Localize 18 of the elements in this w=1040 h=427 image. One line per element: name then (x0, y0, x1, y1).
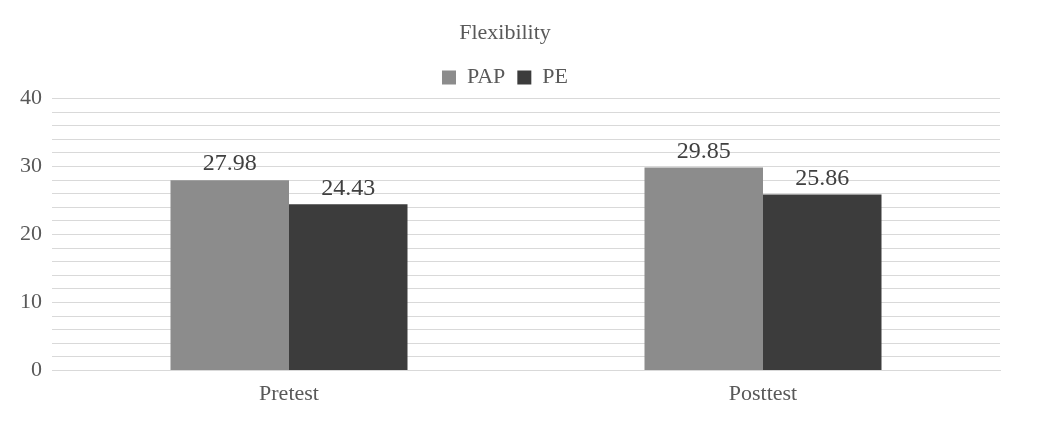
data-label: 24.43 (321, 173, 376, 200)
legend-label: PAP (466, 63, 506, 89)
y-tick-label: 40 (20, 84, 42, 110)
bar (763, 194, 882, 371)
x-tick-label: Pretest (259, 379, 319, 405)
y-tick-label: 20 (20, 220, 42, 246)
bar (644, 167, 763, 371)
y-tick-label: 30 (20, 152, 42, 178)
chart-title: Flexibility (459, 18, 551, 44)
legend-label: PE (542, 63, 569, 89)
data-label: 27.98 (202, 149, 257, 176)
data-label: 29.85 (676, 136, 731, 163)
y-tick-label: 10 (20, 288, 42, 314)
data-label: 25.86 (795, 163, 850, 190)
bar (170, 180, 289, 371)
x-tick-label: Posttest (728, 379, 798, 405)
y-tick-label: 0 (31, 356, 42, 382)
bar (289, 204, 408, 371)
